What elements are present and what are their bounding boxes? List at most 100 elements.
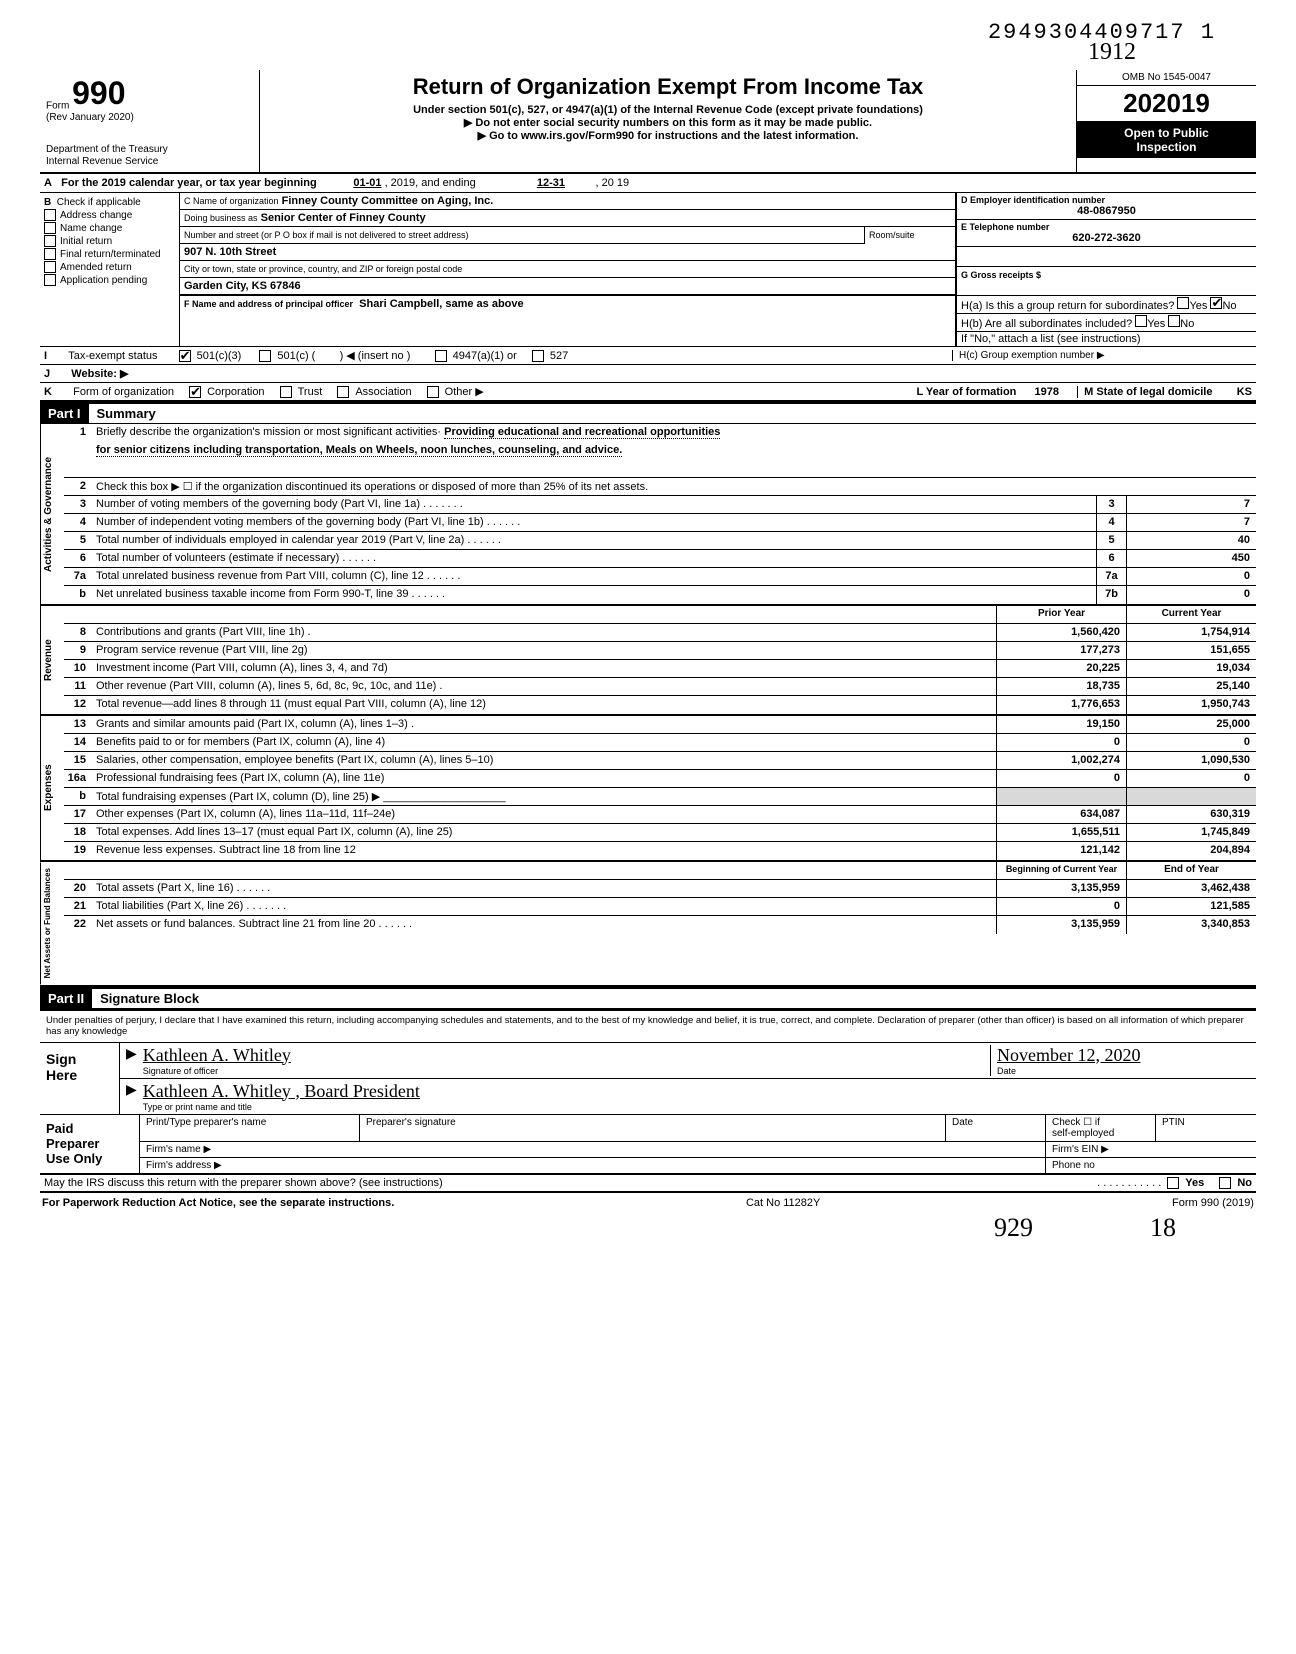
signature-date: November 12, 2020 (997, 1045, 1250, 1066)
side-revenue: Revenue (40, 606, 64, 714)
net-line-20: 20Total assets (Part X, line 16) . . . .… (64, 880, 1256, 898)
exp-line-13: 13Grants and similar amounts paid (Part … (64, 716, 1256, 734)
prep-sig-label: Preparer's signature (360, 1115, 946, 1141)
check-trust[interactable] (280, 386, 292, 398)
check-address-change[interactable] (44, 209, 56, 221)
form-header: Form 990 (Rev January 2020) Department o… (40, 70, 1256, 174)
city: Garden City, KS 67846 (180, 278, 955, 295)
gov-line-3: 3Number of voting members of the governi… (64, 496, 1256, 514)
header-current: Current Year (1126, 606, 1256, 623)
state-domicile: KS (1237, 386, 1252, 398)
exp-line-17: 17Other expenses (Part IX, column (A), l… (64, 806, 1256, 824)
preparer-block: Paid Preparer Use Only Print/Type prepar… (40, 1114, 1256, 1175)
discuss-yes[interactable] (1167, 1177, 1179, 1189)
header-prior: Prior Year (996, 606, 1126, 623)
hb-no[interactable] (1168, 315, 1180, 327)
handwritten-bottom: 929 18 (40, 1213, 1256, 1243)
part1-header: Part I Summary (40, 402, 1256, 424)
gross-receipts-label: G Gross receipts $ (961, 270, 1041, 280)
rev-line-9: 9Program service revenue (Part VIII, lin… (64, 642, 1256, 660)
irs-label: Internal Revenue Service (46, 156, 253, 168)
check-4947[interactable] (435, 350, 447, 362)
part2-header: Part II Signature Block (40, 987, 1256, 1009)
check-app-pending[interactable] (44, 274, 56, 286)
form-ssn-note: ▶ Do not enter social security numbers o… (270, 116, 1066, 129)
discuss-row: May the IRS discuss this return with the… (40, 1175, 1256, 1193)
row-a: A For the 2019 calendar year, or tax yea… (40, 174, 1256, 193)
principal-officer: Shari Campbell, same as above (359, 298, 523, 310)
signature-block: Under penalties of perjury, I declare th… (40, 1009, 1256, 1114)
officer-name-title: Kathleen A. Whitley , Board President (143, 1081, 1250, 1102)
form-prefix: Form (46, 100, 69, 111)
check-initial-return[interactable] (44, 235, 56, 247)
check-527[interactable] (532, 350, 544, 362)
rev-line-10: 10Investment income (Part VIII, column (… (64, 660, 1256, 678)
gov-line-4: 4Number of independent voting members of… (64, 514, 1256, 532)
tax-year: 202019 (1077, 86, 1256, 122)
rev-line-12: 12Total revenue—add lines 8 through 11 (… (64, 696, 1256, 714)
check-name-change[interactable] (44, 222, 56, 234)
form-title: Return of Organization Exempt From Incom… (270, 74, 1066, 100)
side-governance: Activities & Governance (40, 424, 64, 604)
row-i: I Tax-exempt status 501(c)(3) 501(c) ( )… (40, 347, 1256, 365)
line-2: Check this box ▶ ☐ if the organization d… (92, 478, 1256, 495)
exp-line-15: 15Salaries, other compensation, employee… (64, 752, 1256, 770)
gov-line-6: 6Total number of volunteers (estimate if… (64, 550, 1256, 568)
check-assoc[interactable] (337, 386, 349, 398)
check-final-return[interactable] (44, 248, 56, 260)
check-amended[interactable] (44, 261, 56, 273)
rev-line-8: 8Contributions and grants (Part VIII, li… (64, 624, 1256, 642)
dept-treasury: Department of the Treasury (46, 144, 253, 156)
header-end: End of Year (1126, 862, 1256, 879)
year-begin: 01-01 (353, 177, 381, 189)
exp-line-b: bTotal fundraising expenses (Part IX, co… (64, 788, 1256, 806)
exp-line-14: 14Benefits paid to or for members (Part … (64, 734, 1256, 752)
form-rev: (Rev January 2020) (46, 112, 253, 124)
prep-date-label: Date (946, 1115, 1046, 1141)
check-other[interactable] (427, 386, 439, 398)
column-b: B Check if applicable Address change Nam… (40, 193, 180, 346)
gov-line-7a: 7aTotal unrelated business revenue from … (64, 568, 1256, 586)
column-deg: D Employer identification number48-08679… (956, 193, 1256, 295)
ha-yes[interactable] (1177, 297, 1189, 309)
discuss-no[interactable] (1219, 1177, 1231, 1189)
revenue-section: Revenue Prior Year Current Year 8Contrib… (40, 606, 1256, 716)
governance-section: Activities & Governance 1 Briefly descri… (40, 424, 1256, 606)
paperwork-notice: For Paperwork Reduction Act Notice, see … (42, 1197, 394, 1209)
phone: 620-272-3620 (961, 232, 1252, 244)
check-501c[interactable] (259, 350, 271, 362)
street: 907 N. 10th Street (180, 244, 955, 261)
exp-line-18: 18Total expenses. Add lines 13–17 (must … (64, 824, 1256, 842)
exp-line-19: 19Revenue less expenses. Subtract line 1… (64, 842, 1256, 860)
row-k: K Form of organization Corporation Trust… (40, 383, 1256, 402)
net-line-22: 22Net assets or fund balances. Subtract … (64, 916, 1256, 934)
sign-here-label: SignHere (40, 1043, 120, 1114)
year-end: 12-31 (537, 177, 565, 189)
row-j: J Website: ▶ (40, 365, 1256, 383)
check-corp[interactable] (189, 386, 201, 398)
check-501c3[interactable] (179, 350, 191, 362)
hb-yes[interactable] (1135, 315, 1147, 327)
firm-name: Firm's name ▶ (140, 1142, 1046, 1157)
firm-ein: Firm's EIN ▶ (1046, 1142, 1256, 1157)
footer: For Paperwork Reduction Act Notice, see … (40, 1193, 1256, 1213)
dba: Senior Center of Finney County (261, 212, 426, 224)
form-right-block: OMB No 1545-0047 202019 Open to Public I… (1076, 70, 1256, 172)
form-title-block: Return of Organization Exempt From Incom… (260, 70, 1076, 172)
header-begin: Beginning of Current Year (996, 862, 1126, 879)
exp-line-16a: 16aProfessional fundraising fees (Part I… (64, 770, 1256, 788)
entity-block: B Check if applicable Address change Nam… (40, 193, 1256, 347)
form-number: 990 (72, 74, 125, 112)
form-id-block: Form 990 (Rev January 2020) Department o… (40, 70, 260, 172)
form-990-footer: Form 990 (2019) (1172, 1197, 1254, 1209)
gov-line-5: 5Total number of individuals employed in… (64, 532, 1256, 550)
hc-label: H(c) Group exemption number ▶ (952, 350, 1252, 361)
paid-preparer-label: Paid Preparer Use Only (40, 1115, 140, 1173)
omb-number: OMB No 1545-0047 (1077, 70, 1256, 86)
net-line-21: 21Total liabilities (Part X, line 26) . … (64, 898, 1256, 916)
firm-phone: Phone no (1046, 1158, 1256, 1173)
netassets-section: Net Assets or Fund Balances Beginning of… (40, 862, 1256, 986)
firm-address: Firm's address ▶ (140, 1158, 1046, 1173)
org-name: Finney County Committee on Aging, Inc. (282, 195, 494, 207)
ha-no[interactable] (1210, 297, 1222, 309)
